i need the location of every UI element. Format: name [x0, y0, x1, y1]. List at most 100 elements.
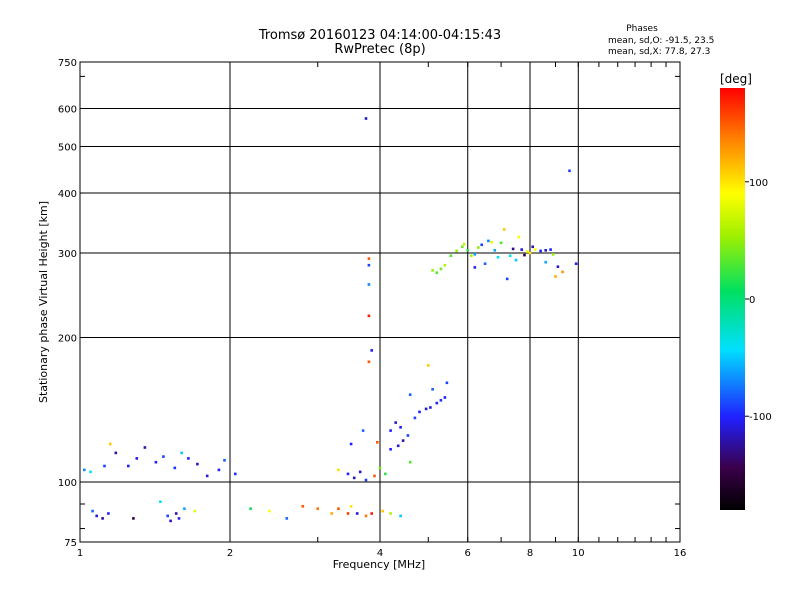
- data-point: [445, 381, 449, 385]
- phase-header-title: Phases: [626, 24, 658, 34]
- data-point: [89, 470, 92, 474]
- data-point: [470, 254, 473, 258]
- data-point: [83, 468, 86, 472]
- y-axis-label: Stationary phase Virtual Height [km]: [37, 201, 50, 403]
- data-point: [358, 470, 362, 474]
- data-point: [480, 243, 483, 247]
- data-point: [473, 266, 477, 269]
- data-point: [549, 248, 552, 251]
- data-point: [439, 399, 443, 402]
- x-tick-label: 16: [674, 548, 687, 559]
- data-point: [520, 248, 523, 251]
- data-point: [285, 517, 289, 520]
- colorbar: [720, 88, 745, 510]
- data-point: [361, 429, 365, 432]
- data-point: [424, 407, 428, 411]
- data-point: [367, 263, 371, 267]
- x-tick-label: 1: [77, 548, 83, 559]
- data-point: [389, 512, 392, 515]
- data-point: [337, 507, 340, 510]
- y-tick-label: 75: [64, 538, 77, 549]
- data-point: [346, 472, 350, 476]
- data-point: [487, 239, 490, 243]
- data-point: [301, 505, 305, 508]
- data-point: [174, 512, 178, 515]
- data-point: [389, 448, 392, 451]
- data-point: [461, 245, 464, 249]
- data-point: [193, 509, 197, 513]
- colorbar-tick-label: 100: [749, 178, 768, 189]
- data-point: [223, 459, 226, 462]
- data-point: [511, 247, 515, 251]
- data-point: [554, 275, 557, 278]
- data-point: [493, 249, 497, 252]
- data-point: [132, 517, 135, 520]
- data-point: [183, 507, 186, 510]
- data-point: [539, 249, 542, 253]
- data-point: [502, 228, 506, 231]
- data-point: [352, 476, 356, 480]
- data-point: [418, 410, 421, 414]
- data-point: [435, 401, 439, 405]
- data-point: [384, 472, 387, 476]
- x-tick-label: 2: [227, 548, 233, 559]
- data-point: [551, 253, 555, 256]
- data-point: [346, 512, 350, 515]
- data-point: [364, 514, 368, 518]
- data-point: [162, 455, 165, 458]
- data-point: [544, 249, 547, 252]
- y-tick-label: 400: [58, 189, 77, 200]
- data-point: [101, 517, 104, 520]
- data-point: [180, 451, 183, 455]
- data-point: [316, 507, 319, 510]
- colorbar-tick-label: 0: [749, 295, 755, 306]
- data-point: [135, 457, 139, 460]
- data-point: [367, 257, 371, 260]
- phase-header-x: mean, sd,X: 77.8, 27.3: [608, 47, 710, 57]
- data-point: [330, 512, 333, 515]
- data-point: [443, 396, 447, 399]
- data-point: [526, 250, 529, 253]
- data-point: [443, 263, 447, 267]
- data-point: [370, 512, 373, 515]
- data-point: [91, 509, 94, 513]
- data-point: [159, 500, 162, 503]
- data-point: [483, 262, 487, 265]
- data-point: [408, 393, 412, 396]
- data-point: [427, 364, 430, 367]
- data-point: [449, 254, 453, 258]
- data-point: [462, 242, 466, 246]
- data-point: [166, 514, 169, 518]
- data-point: [364, 478, 368, 482]
- y-tick-label: 600: [58, 105, 77, 116]
- data-point: [399, 514, 402, 518]
- data-point: [505, 277, 509, 281]
- data-point: [337, 468, 340, 472]
- x-axis-label: Frequency [MHz]: [333, 558, 425, 571]
- data-point: [574, 262, 578, 265]
- phase-header-o: mean, sd,O: -91.5, 23.5: [608, 36, 714, 46]
- y-tick-label: 300: [58, 249, 77, 260]
- data-point: [473, 253, 477, 256]
- data-point: [568, 169, 571, 173]
- data-point: [234, 472, 237, 476]
- data-point: [367, 360, 371, 364]
- data-point: [490, 240, 493, 244]
- data-point: [373, 474, 376, 478]
- y-tick-label: 500: [58, 143, 77, 154]
- data-point: [349, 505, 353, 508]
- data-point: [499, 241, 503, 245]
- y-tick-label: 750: [58, 58, 77, 69]
- data-point: [439, 267, 443, 271]
- data-point: [196, 462, 199, 466]
- data-point: [496, 255, 500, 259]
- data-point: [169, 519, 172, 523]
- data-point: [466, 249, 469, 252]
- data-point: [103, 464, 106, 468]
- data-point: [376, 441, 379, 444]
- data-point: [205, 474, 209, 478]
- data-point: [401, 439, 405, 442]
- data-point: [187, 457, 190, 460]
- data-point: [367, 283, 371, 286]
